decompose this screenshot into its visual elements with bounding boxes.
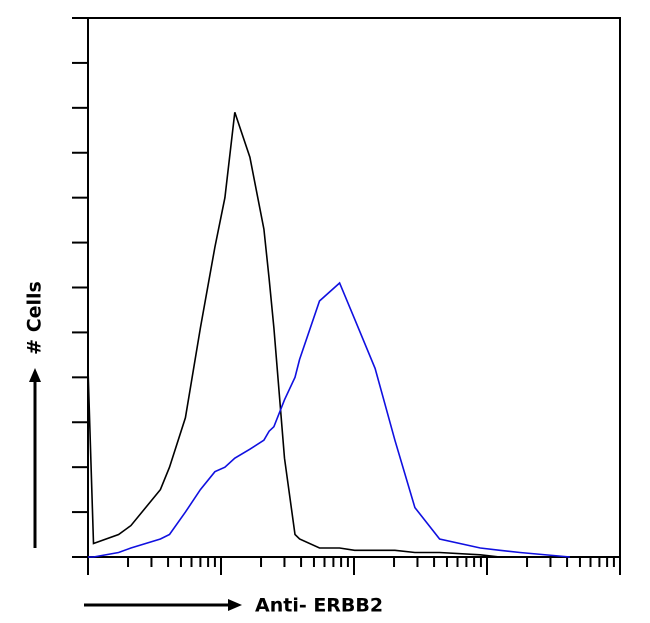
y-arrow-head: [29, 368, 41, 382]
plot-frame: [87, 17, 621, 558]
x-axis-label: Anti- ERBB2: [255, 595, 383, 617]
y-axis-label: # Cells: [24, 281, 46, 355]
histogram-line: [88, 281, 570, 558]
x-arrow-head: [228, 599, 242, 611]
histogram-line: [87, 112, 570, 558]
